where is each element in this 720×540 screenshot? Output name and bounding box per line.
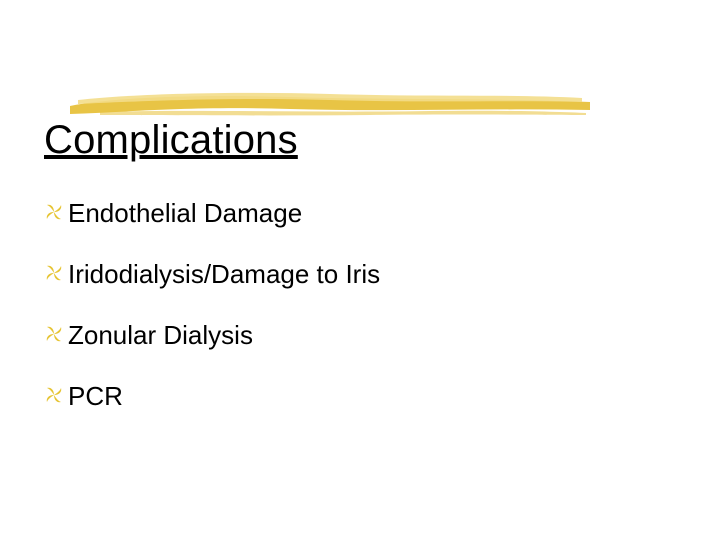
pinwheel-icon <box>44 385 64 410</box>
brush-path-light <box>78 93 582 104</box>
brush-path-shadow <box>100 111 586 116</box>
list-item: Zonular Dialysis <box>44 320 644 351</box>
pinwheel-icon <box>44 263 64 288</box>
pinwheel-icon <box>44 202 64 227</box>
bullet-list: Endothelial Damage Iridodialysis/Damage … <box>44 198 644 442</box>
brush-path-main <box>70 96 590 114</box>
bullet-text: Zonular Dialysis <box>68 320 253 351</box>
list-item: PCR <box>44 381 644 412</box>
slide: Complications Endothelial Damage <box>0 0 720 540</box>
brush-stroke <box>70 88 590 116</box>
bullet-text: Endothelial Damage <box>68 198 302 229</box>
list-item: Iridodialysis/Damage to Iris <box>44 259 644 290</box>
list-item: Endothelial Damage <box>44 198 644 229</box>
pinwheel-icon <box>44 324 64 349</box>
bullet-text: PCR <box>68 381 123 412</box>
slide-title: Complications <box>44 118 298 163</box>
bullet-text: Iridodialysis/Damage to Iris <box>68 259 380 290</box>
